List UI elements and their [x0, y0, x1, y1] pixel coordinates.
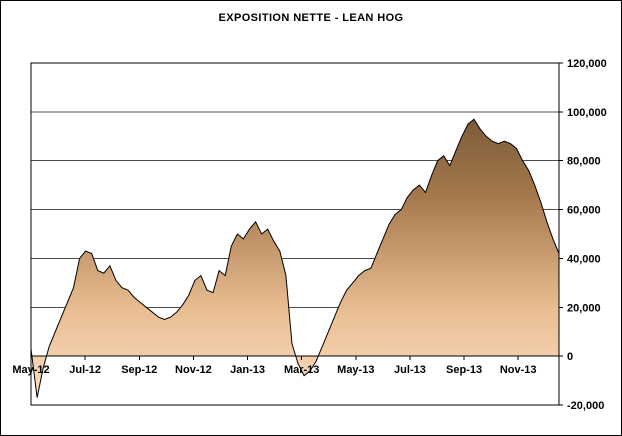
plot-border — [30, 62, 560, 406]
svg-text:Nov-12: Nov-12 — [175, 364, 212, 376]
svg-text:Sep-12: Sep-12 — [121, 364, 157, 376]
svg-text:Jul-13: Jul-13 — [394, 364, 426, 376]
series-line — [30, 118, 560, 398]
svg-text:0: 0 — [567, 351, 573, 363]
svg-text:120,000: 120,000 — [567, 58, 607, 70]
svg-text:60,000: 60,000 — [567, 205, 601, 217]
svg-text:Jan-13: Jan-13 — [230, 364, 265, 376]
svg-text:-20,000: -20,000 — [567, 400, 604, 412]
svg-text:100,000: 100,000 — [567, 107, 607, 119]
svg-text:Jul-12: Jul-12 — [69, 364, 101, 376]
y-axis-labels: -20,000 0 20,000 40,000 60,000 80,000 100,000 1… — [559, 58, 607, 412]
x-axis-labels: May-12 Jul-12 Sep-12 Nov-12 Jan-13 Mar-13 May-… — [12, 356, 537, 376]
svg-text:80,000: 80,000 — [567, 156, 601, 168]
svg-text:Mar-13: Mar-13 — [284, 364, 319, 376]
chart-title: EXPOSITION NETTE - LEAN HOG — [218, 12, 404, 24]
svg-text:May-12: May-12 — [12, 364, 49, 376]
svg-text:Nov-13: Nov-13 — [500, 364, 537, 376]
svg-text:Sep-13: Sep-13 — [446, 364, 482, 376]
svg-text:40,000: 40,000 — [567, 253, 601, 265]
svg-text:20,000: 20,000 — [567, 302, 601, 314]
svg-text:May-13: May-13 — [337, 364, 374, 376]
